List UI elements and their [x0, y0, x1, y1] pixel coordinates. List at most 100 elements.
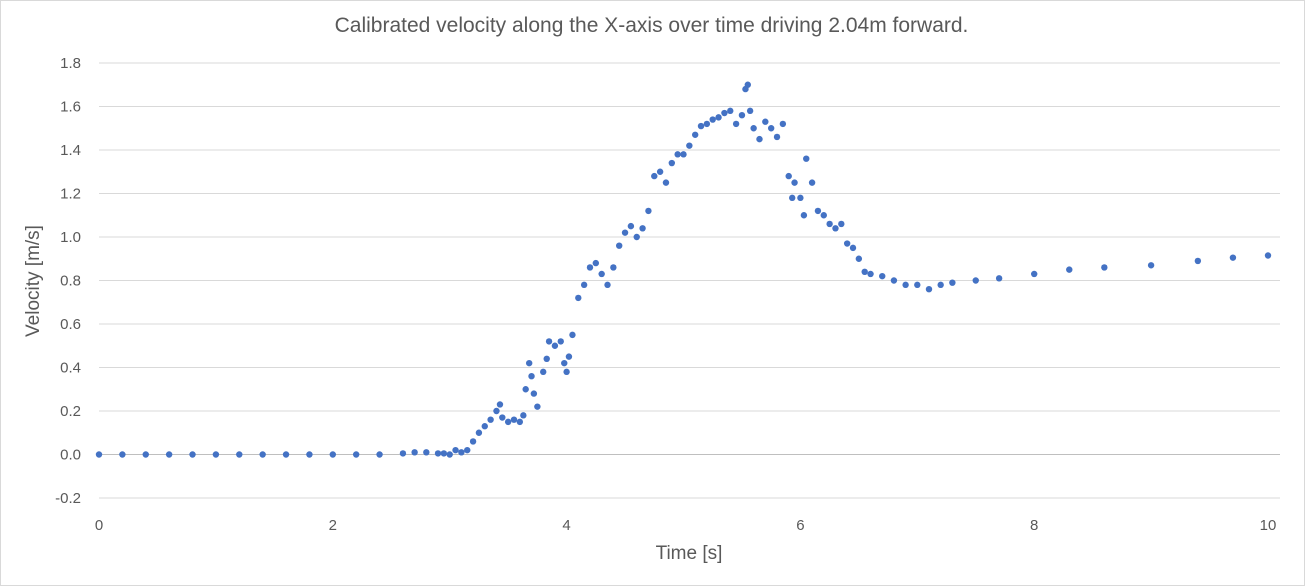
data-point	[937, 281, 944, 289]
data-point	[697, 122, 705, 130]
data-point	[530, 390, 538, 397]
data-point	[616, 242, 623, 249]
data-point	[791, 179, 798, 186]
y-tick-label: 0.6	[60, 316, 81, 333]
x-tick-label: 2	[329, 517, 337, 534]
data-point	[452, 446, 459, 454]
y-tick-label: -0.2	[55, 490, 81, 507]
data-point	[142, 451, 149, 458]
y-tick-label: 1.4	[60, 142, 81, 159]
data-point	[879, 272, 886, 280]
data-point	[561, 359, 568, 367]
data-point	[762, 118, 769, 125]
data-point	[510, 416, 518, 423]
x-axis-label: Time [s]	[655, 543, 723, 564]
data-point	[534, 403, 541, 410]
data-point	[569, 331, 576, 339]
data-point	[914, 281, 921, 289]
data-point	[543, 355, 550, 362]
data-point	[849, 244, 857, 252]
data-point	[598, 270, 605, 278]
data-point	[972, 277, 979, 284]
data-point	[826, 220, 833, 228]
data-point	[1194, 257, 1202, 265]
data-point	[1229, 254, 1237, 261]
data-point	[493, 407, 500, 415]
data-point	[399, 450, 407, 457]
data-point	[808, 179, 816, 186]
data-point	[867, 270, 874, 278]
data-point	[721, 109, 728, 117]
y-tick-label: 1.6	[60, 99, 81, 116]
data-point	[773, 133, 781, 141]
x-tick-label: 10	[1260, 517, 1277, 534]
y-tick-label: 1.2	[60, 186, 81, 203]
data-point	[464, 446, 471, 454]
data-point	[236, 451, 243, 458]
data-point	[727, 107, 734, 115]
data-point	[756, 135, 763, 143]
data-point	[496, 401, 504, 408]
data-point	[732, 120, 740, 128]
data-point	[746, 107, 754, 115]
data-point	[814, 207, 822, 215]
data-point	[282, 451, 290, 458]
data-point	[592, 259, 600, 267]
data-point	[843, 240, 851, 247]
data-point	[563, 368, 570, 376]
y-tick-labels: -0.2 0.0 0.2 0.4 0.6 0.8 1.0 1.2 1.4 1.6 1.8	[55, 55, 81, 507]
data-point	[259, 451, 266, 458]
data-point	[376, 451, 383, 458]
data-point	[551, 342, 559, 349]
x-tick-labels: 0 2 4 6 8 10	[95, 517, 1277, 534]
data-point	[662, 179, 670, 186]
data-point	[469, 438, 477, 445]
data-point	[458, 449, 465, 456]
data-points	[95, 81, 1272, 458]
data-point	[329, 451, 336, 458]
data-point	[686, 142, 693, 149]
data-point	[1031, 270, 1038, 278]
data-point	[703, 120, 711, 128]
data-point	[165, 451, 173, 458]
data-point	[767, 125, 775, 132]
data-point	[586, 264, 594, 271]
data-point	[604, 281, 611, 289]
chart-title: Calibrated velocity along the X-axis ove…	[334, 14, 969, 37]
data-point	[656, 168, 664, 175]
data-point	[715, 114, 722, 121]
data-point	[738, 112, 746, 119]
data-point	[306, 451, 313, 458]
data-point	[516, 418, 524, 426]
data-point	[861, 268, 868, 275]
x-tick-label: 4	[562, 517, 570, 534]
data-point	[520, 412, 527, 419]
data-point	[504, 418, 512, 426]
data-point	[949, 279, 956, 286]
data-point	[995, 275, 1003, 282]
data-point	[639, 225, 646, 232]
data-point	[95, 451, 103, 458]
data-point	[855, 255, 863, 262]
data-point	[1101, 264, 1108, 271]
data-point	[838, 220, 845, 228]
x-tick-label: 8	[1030, 517, 1038, 534]
x-tick-label: 0	[95, 517, 103, 534]
y-tick-label: 0.4	[60, 360, 81, 377]
data-point	[744, 81, 751, 88]
data-point	[890, 277, 898, 284]
data-point	[522, 386, 529, 393]
data-point	[540, 368, 547, 376]
data-point	[119, 451, 126, 458]
data-point	[820, 212, 827, 219]
data-point	[446, 451, 453, 458]
data-point	[627, 222, 635, 230]
data-point	[475, 429, 483, 436]
data-point	[633, 233, 640, 241]
data-point	[651, 172, 658, 180]
data-point	[575, 294, 582, 302]
data-point	[709, 116, 716, 123]
data-point	[434, 450, 442, 457]
